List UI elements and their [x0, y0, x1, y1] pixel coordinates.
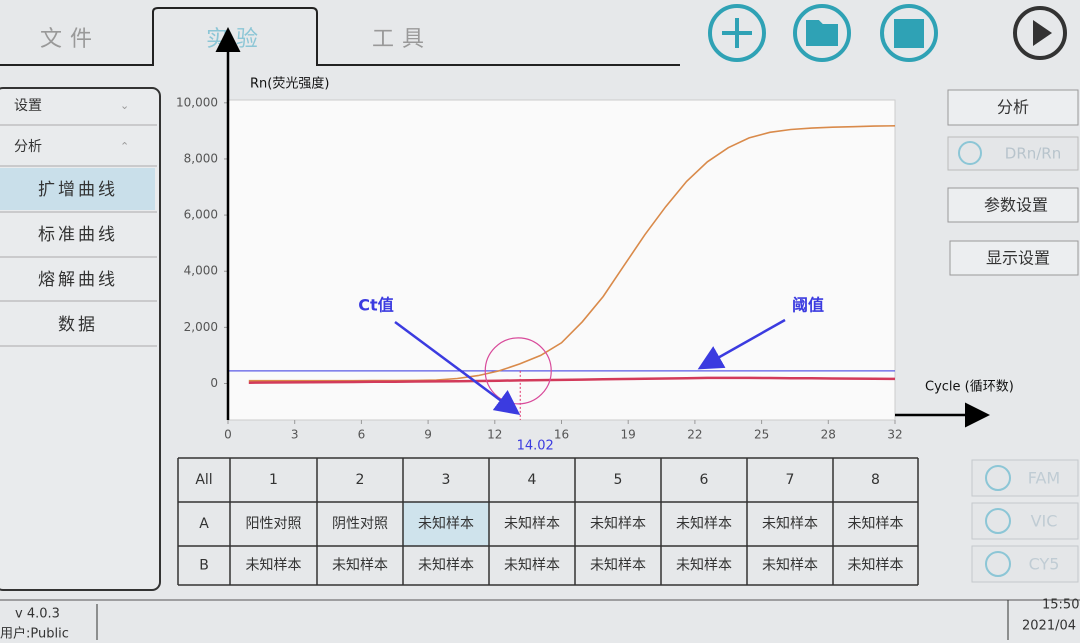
tab[interactable]: 实验 [206, 27, 266, 52]
button[interactable] [949, 240, 1079, 276]
run-button[interactable] [1013, 6, 1067, 60]
annotation-arrow [697, 318, 786, 370]
series-line [248, 125, 896, 382]
annotation: 阈值 [792, 296, 824, 315]
tab[interactable]: 文件 [40, 27, 100, 52]
y-tick-label: 10,000 [176, 95, 218, 109]
table-cell[interactable]: 未知样本 [676, 515, 732, 532]
chevron: ⌄ [120, 99, 129, 112]
x-tick-label: 6 [358, 428, 366, 442]
check-icon [958, 141, 982, 165]
user: 用户:Public [0, 626, 69, 642]
table-cell[interactable]: 未知样本 [418, 557, 474, 574]
x-tick-label: 12 [487, 428, 502, 442]
add-button[interactable] [708, 4, 766, 62]
table-cell[interactable]: 未知样本 [848, 515, 904, 532]
series-line [248, 376, 896, 384]
y-tick-label: 6,000 [184, 208, 218, 222]
date: 2021/04 [1022, 619, 1076, 634]
channel-label: VIC [1031, 512, 1058, 531]
table-cell[interactable]: 阳性对照 [246, 516, 302, 532]
table-cell[interactable]: A [199, 516, 209, 532]
sidebar-group[interactable]: 分析 [14, 139, 42, 155]
version: v 4.0.3 [15, 607, 60, 622]
table-cell[interactable]: 5 [614, 472, 623, 488]
channel-filters: FAM VIC CY5 [971, 459, 1079, 583]
table-cell[interactable]: 未知样本 [590, 557, 646, 574]
x-tick-label: 25 [754, 428, 769, 442]
sample-table: All 1 2 3 4 5 6 7 8A 阳性对照 阴性对照 未知样本 未知样本 未知样本 未知样本 未知样本… [177, 457, 919, 586]
tab[interactable]: 工具 [372, 27, 432, 52]
y-tick-label: 2,000 [184, 320, 218, 334]
ct-value: 14.02 [517, 439, 554, 454]
x-tick-label: 22 [687, 428, 702, 442]
table-cell[interactable]: 3 [442, 472, 451, 488]
y-tick-label: 4,000 [184, 264, 218, 278]
button[interactable] [947, 89, 1079, 126]
save-button[interactable] [880, 4, 938, 62]
button-label: 显示设置 [986, 249, 1050, 268]
toolbar [708, 4, 1067, 62]
x-tick-label: 16 [554, 428, 569, 442]
table-cell[interactable]: 1 [269, 472, 278, 488]
button-label: 参数设置 [984, 196, 1048, 215]
table-cell[interactable]: 未知样本 [590, 515, 646, 532]
table-cell[interactable]: 未知样本 [676, 557, 732, 574]
table-cell[interactable]: 8 [871, 472, 880, 488]
x-tick-label: 3 [291, 428, 299, 442]
x-tick-label: 28 [821, 428, 836, 442]
check-icon [985, 465, 1011, 491]
annotation-arrow [394, 320, 521, 415]
x-tick-label: 0 [224, 428, 232, 442]
x-tick-label: 9 [424, 428, 432, 442]
sidebar-item[interactable]: 扩增曲线 [38, 180, 118, 200]
channel-toggle[interactable] [971, 545, 1079, 583]
channel-label: CY5 [1029, 555, 1060, 574]
table-cell[interactable]: 未知样本 [762, 515, 818, 532]
table-cell[interactable]: B [199, 558, 209, 574]
sidebar-group[interactable]: 设置 [14, 98, 42, 114]
table-cell[interactable]: 2 [356, 472, 365, 488]
table-cell[interactable]: 未知样本 [332, 557, 388, 574]
table-cell[interactable]: 未知样本 [848, 557, 904, 574]
table-cell[interactable]: All [195, 472, 212, 488]
button-label: 分析 [997, 98, 1029, 117]
table-cell[interactable]: 未知样本 [246, 557, 302, 574]
button-label: DRn/Rn [1005, 145, 1061, 163]
button[interactable] [947, 187, 1079, 223]
selected-cell [403, 502, 489, 546]
table-cell[interactable]: 未知样本 [504, 557, 560, 574]
y-axis-label: Rn(荧光强度) [250, 76, 329, 92]
sidebar [0, 87, 161, 591]
check-icon [985, 508, 1011, 534]
x-tick-label: 32 [887, 428, 902, 442]
sidebar-item[interactable]: 数据 [58, 315, 98, 335]
sidebar-item[interactable]: 熔解曲线 [38, 270, 118, 290]
plot-area [227, 99, 896, 421]
channel-label: FAM [1028, 469, 1060, 488]
annotation: Ct值 [358, 296, 393, 315]
x-axis-label: Cycle (循环数) [925, 380, 1014, 395]
table-cell[interactable]: 未知样本 [762, 557, 818, 574]
table-cell[interactable]: 阴性对照 [332, 516, 388, 532]
y-tick-label: 8,000 [184, 151, 218, 165]
table-cell[interactable]: 4 [528, 472, 537, 488]
selected-item [0, 168, 155, 210]
table-cell[interactable]: 6 [700, 472, 709, 488]
time: 15:50 [1042, 598, 1079, 613]
channel-toggle[interactable] [971, 459, 1079, 497]
table-cell[interactable]: 未知样本 [504, 515, 560, 532]
sidebar-item[interactable]: 标准曲线 [38, 225, 118, 245]
tab-outline [0, 7, 680, 66]
channel-toggle[interactable] [971, 502, 1079, 540]
open-button[interactable] [793, 4, 851, 62]
y-tick-label: 0 [210, 376, 218, 390]
check-icon [985, 551, 1011, 577]
x-tick-label: 19 [621, 428, 636, 442]
table-cell[interactable]: 未知样本 [418, 515, 474, 532]
chevron: ⌃ [120, 140, 129, 153]
table-cell[interactable]: 7 [786, 472, 795, 488]
